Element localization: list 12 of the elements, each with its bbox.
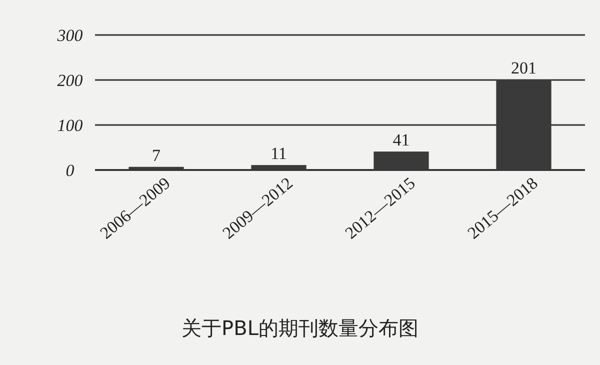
y-tick-label: 200 [57, 71, 84, 90]
data-label: 7 [152, 146, 161, 165]
bar [251, 165, 306, 170]
y-tick-label: 300 [56, 26, 84, 45]
bar [128, 166, 184, 170]
data-label: 201 [511, 58, 536, 78]
y-tick-label: 100 [57, 116, 84, 135]
data-label: 11 [270, 144, 287, 164]
y-tick-label: 0 [66, 161, 75, 180]
bar [374, 152, 429, 170]
text: 关于PBL的期刊数量分布图 [182, 316, 418, 340]
data-label: 41 [392, 130, 410, 150]
